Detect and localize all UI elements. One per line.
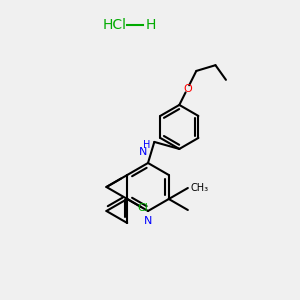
Text: HCl: HCl — [103, 18, 127, 32]
Text: H: H — [143, 140, 151, 151]
Text: N: N — [144, 216, 152, 226]
Text: N: N — [139, 148, 147, 158]
Text: Cl: Cl — [137, 203, 148, 213]
Text: H: H — [146, 18, 156, 32]
Text: O: O — [183, 84, 192, 94]
Text: CH₃: CH₃ — [191, 183, 209, 193]
